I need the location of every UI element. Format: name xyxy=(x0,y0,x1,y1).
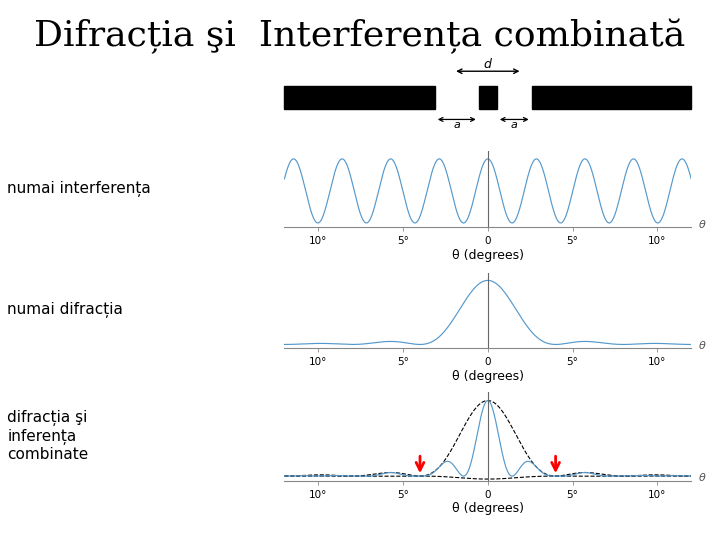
Text: numai interferența: numai interferența xyxy=(7,181,151,197)
X-axis label: θ (degrees): θ (degrees) xyxy=(452,370,523,383)
Text: $\theta$: $\theta$ xyxy=(698,339,706,351)
X-axis label: θ (degrees): θ (degrees) xyxy=(452,248,523,261)
Bar xyxy=(479,85,497,109)
Text: $\theta$: $\theta$ xyxy=(698,218,706,230)
Text: numai difracția: numai difracția xyxy=(7,302,123,319)
Text: $d$: $d$ xyxy=(483,57,492,71)
X-axis label: θ (degrees): θ (degrees) xyxy=(452,502,523,515)
Text: $\theta$: $\theta$ xyxy=(698,471,706,483)
Text: $a$: $a$ xyxy=(453,120,461,131)
Bar xyxy=(531,85,691,109)
Text: difracția şi
inferența
combinate: difracția şi inferența combinate xyxy=(7,410,89,462)
Text: $a$: $a$ xyxy=(510,120,518,131)
Text: Difracția şi  Interferența combinată: Difracția şi Interferența combinată xyxy=(35,19,685,54)
Bar xyxy=(284,85,435,109)
